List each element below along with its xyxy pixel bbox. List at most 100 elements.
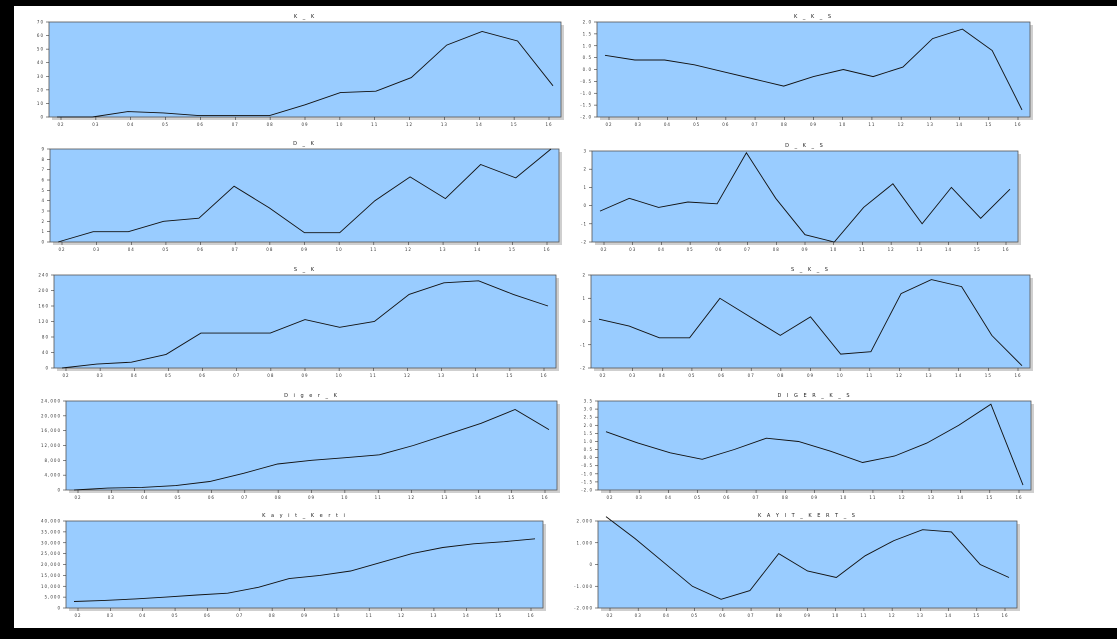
plot-area: [48, 21, 562, 118]
y-tick-label: -2.0: [580, 115, 592, 120]
plot-area: [65, 520, 544, 609]
plot-area: [65, 400, 558, 491]
y-tick-label: 3: [583, 149, 587, 154]
x-tick-label: 09: [308, 495, 315, 500]
x-tick-label: 02: [57, 122, 64, 127]
x-tick-label: 02: [606, 613, 613, 618]
x-tick-label: 12: [408, 495, 415, 500]
y-tick-label: 2.0: [584, 423, 593, 428]
x-tick-label: 06: [723, 495, 730, 500]
x-tick-label: 03: [629, 373, 636, 378]
y-tick-label: 2: [582, 273, 586, 278]
x-tick-label: 12: [896, 373, 903, 378]
y-tick-label: 2: [41, 219, 45, 224]
x-tick-label: 10: [839, 122, 846, 127]
x-tick-label: 08: [777, 373, 784, 378]
x-tick-label: 02: [74, 613, 81, 618]
x-tick-label: 09: [301, 122, 308, 127]
x-tick-label: 05: [691, 613, 698, 618]
y-tick-label: -2.000: [574, 606, 593, 611]
y-tick-label: 5,000: [45, 595, 61, 600]
x-tick-label: 11: [366, 613, 373, 618]
x-tick-label: 07: [748, 373, 755, 378]
plot-area: [49, 148, 560, 243]
y-tick-label: 1: [583, 185, 587, 190]
x-tick-label: 10: [336, 373, 343, 378]
x-tick-label: 05: [694, 495, 701, 500]
x-tick-label: 03: [97, 373, 104, 378]
chart-title: S _ K: [294, 267, 316, 273]
y-tick-label: 0: [40, 115, 44, 120]
x-tick-label: 07: [233, 373, 240, 378]
x-tick-label: 08: [781, 122, 788, 127]
x-tick-label: 03: [108, 495, 115, 500]
x-tick-label: 05: [693, 122, 700, 127]
x-tick-label: 16: [1014, 373, 1021, 378]
y-tick-label: 20,000: [41, 413, 61, 418]
chart-panel-2: K _ K _ S -2.0 -1.5 -1.0 -0.5 0.0 0.5 1.0 1.5 2.0…: [580, 14, 1033, 127]
y-tick-label: 0: [583, 203, 587, 208]
x-tick-label: 14: [955, 373, 962, 378]
x-tick-label: 15: [511, 122, 518, 127]
y-tick-label: -2: [581, 240, 587, 245]
series-line-1: [605, 516, 1010, 600]
y-tick-label: 0: [589, 562, 593, 567]
x-tick-label: 05: [688, 373, 695, 378]
x-tick-label: 15: [985, 122, 992, 127]
plot-area: [590, 274, 1031, 369]
x-tick-label: 08: [267, 373, 274, 378]
x-tick-label: 03: [635, 613, 642, 618]
y-tick-label: 80: [42, 335, 49, 340]
y-tick-label: 1.0: [584, 439, 593, 444]
x-tick-label: 10: [336, 122, 343, 127]
x-tick-label: 04: [658, 247, 665, 252]
x-tick-label: 03: [107, 613, 114, 618]
x-tick-label: 13: [928, 495, 935, 500]
x-tick-label: 13: [917, 613, 924, 618]
series-line-1: [61, 280, 549, 369]
x-tick-label: 08: [266, 247, 273, 252]
x-tick-label: 14: [474, 247, 481, 252]
y-tick-label: 7: [41, 167, 45, 172]
y-tick-label: 2.000: [577, 519, 593, 524]
x-tick-label: 16: [1002, 247, 1009, 252]
chart-panel-10: K A Y I T _ K E R T _ S -2.000 -1.000 0 1.00…: [574, 513, 1020, 618]
x-tick-label: 14: [463, 613, 470, 618]
x-tick-label: 11: [869, 495, 876, 500]
y-tick-label: 0.0: [584, 455, 593, 460]
x-tick-label: 02: [74, 495, 81, 500]
y-tick-label: 25,000: [41, 551, 61, 556]
x-tick-label: 07: [744, 247, 751, 252]
x-tick-label: 11: [859, 247, 866, 252]
x-tick-label: 12: [889, 613, 896, 618]
y-tick-label: 70: [37, 20, 44, 25]
x-tick-label: 06: [208, 495, 215, 500]
series-line-1: [73, 408, 550, 491]
x-tick-label: 09: [804, 613, 811, 618]
plot-area: [53, 274, 557, 369]
x-tick-label: 07: [232, 247, 239, 252]
y-tick-label: 2: [583, 167, 587, 172]
y-tick-label: 10: [37, 101, 44, 106]
x-tick-label: 02: [62, 373, 69, 378]
x-tick-label: 11: [375, 495, 382, 500]
x-tick-label: 08: [776, 613, 783, 618]
y-tick-label: 1: [41, 229, 45, 234]
y-tick-label: 9: [41, 147, 45, 152]
y-tick-label: -1: [580, 342, 586, 347]
y-tick-label: 50: [37, 47, 44, 52]
x-tick-label: 14: [956, 122, 963, 127]
x-tick-label: 03: [635, 122, 642, 127]
y-tick-label: -0.5: [581, 463, 593, 468]
y-tick-label: -0.5: [580, 79, 592, 84]
y-tick-label: 1: [582, 296, 586, 301]
x-tick-label: 02: [599, 373, 606, 378]
x-tick-label: 03: [629, 247, 636, 252]
chart-title: D I G E R _ K _ S: [778, 393, 852, 399]
x-tick-label: 16: [541, 495, 548, 500]
chart-title: S _ K _ S: [791, 267, 830, 273]
x-tick-label: 05: [687, 247, 694, 252]
series-line-1: [599, 151, 1011, 243]
x-tick-label: 06: [722, 122, 729, 127]
y-tick-label: 200: [38, 288, 49, 293]
